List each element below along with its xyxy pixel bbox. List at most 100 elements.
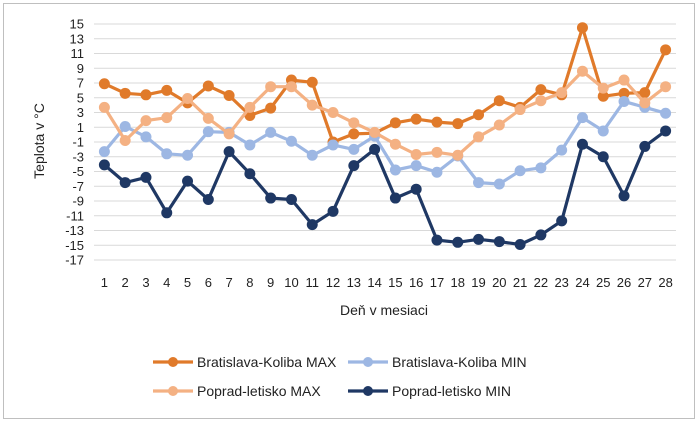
data-point [514,239,526,251]
data-point [660,44,672,56]
x-tick-label: 13 [347,275,361,290]
x-tick-label: 22 [534,275,548,290]
data-point [348,143,360,155]
legend-item: Bratislava-Koliba MAX [153,354,337,370]
y-tick-label: -15 [65,238,84,253]
y-tick-label: -9 [72,194,84,209]
data-point [119,121,131,133]
data-point [535,95,547,107]
legend-label: Bratislava-Koliba MAX [197,354,337,370]
data-point [306,149,318,161]
data-point [140,115,152,127]
data-point [161,112,173,124]
data-point [202,80,214,92]
x-tick-label: 5 [184,275,191,290]
x-axis-ticks: 1 2 3 4 5 6 7 8 9 10 11 12 13 14 15 16 17 18 19 20 21 22 23 24 2… [101,275,673,290]
x-tick-label: 21 [513,275,527,290]
data-point [98,159,110,171]
x-tick-label: 28 [658,275,672,290]
y-tick-label: 1 [77,120,84,135]
series-lines [98,22,672,251]
data-point [140,89,152,101]
data-point [202,126,214,138]
data-point [639,97,651,109]
legend-label: Poprad-letisko MIN [392,383,511,399]
data-point [431,234,443,246]
data-point [597,125,609,137]
series-1 [98,22,672,148]
data-point [514,165,526,177]
legend-label: Bratislava-Koliba MIN [392,354,527,370]
data-point [182,175,194,187]
x-tick-label: 20 [492,275,506,290]
data-point [202,194,214,206]
x-tick-label: 23 [554,275,568,290]
x-tick-label: 17 [430,275,444,290]
data-point [493,236,505,248]
data-point [493,119,505,131]
data-point [161,84,173,96]
series-line [103,129,667,247]
data-point [119,177,131,189]
legend-swatch-marker [168,386,178,396]
series-line [103,69,667,157]
y-tick-label: -11 [66,208,84,223]
data-point [140,171,152,183]
data-point [535,229,547,241]
data-point [389,192,401,204]
data-point [576,112,588,124]
data-point [348,128,360,140]
y-tick-label: 15 [70,17,84,32]
x-tick-label: 6 [205,275,212,290]
data-point [473,177,485,189]
data-point [119,135,131,147]
data-point [223,128,235,140]
data-point [493,95,505,107]
legend-swatch-marker [363,386,373,396]
y-tick-label: -3 [72,149,84,164]
data-point [639,87,651,99]
y-tick-label: 13 [70,31,84,46]
data-point [410,113,422,125]
data-point [244,139,256,151]
legend-label: Poprad-letisko MAX [197,383,321,399]
y-tick-label: 11 [71,46,85,61]
series-3 [98,65,672,161]
data-point [473,131,485,143]
data-point [431,146,443,158]
x-tick-label: 26 [617,275,631,290]
x-tick-label: 15 [388,275,402,290]
x-tick-label: 12 [326,275,340,290]
data-point [389,164,401,176]
data-point [493,178,505,190]
y-tick-label: -1 [72,135,84,150]
y-tick-label: -5 [72,164,84,179]
data-point [452,236,464,248]
legend-swatch-marker [363,357,373,367]
data-point [119,87,131,99]
data-point [265,102,277,114]
data-point [660,81,672,93]
data-point [473,233,485,245]
data-point [223,146,235,158]
series-4 [98,125,672,251]
data-point [576,22,588,34]
data-point [348,160,360,172]
data-point [369,126,381,138]
data-point [182,149,194,161]
data-point [389,117,401,129]
legend-swatch-marker [168,357,178,367]
data-point [431,166,443,178]
data-point [639,140,651,152]
data-point [161,207,173,219]
data-point [535,84,547,96]
data-point [556,215,568,227]
y-tick-label: 7 [77,76,84,91]
data-point [265,192,277,204]
data-point [369,143,381,155]
data-point [660,125,672,137]
x-tick-label: 2 [122,275,129,290]
data-point [306,76,318,88]
data-point [348,117,360,129]
